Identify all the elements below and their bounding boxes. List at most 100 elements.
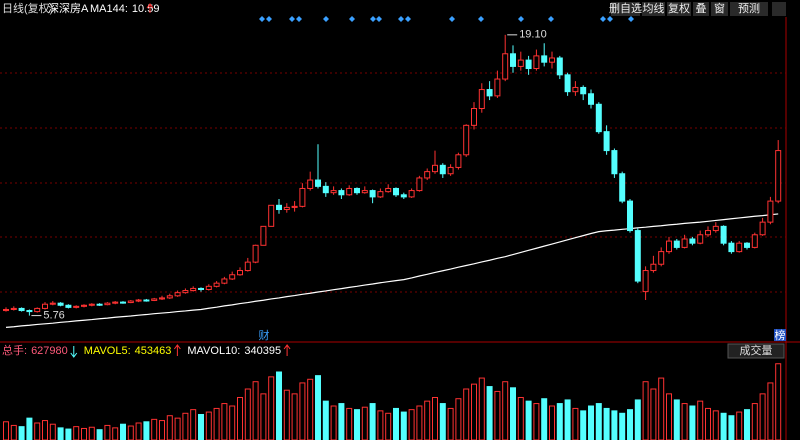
volume-bar bbox=[541, 398, 548, 440]
volume-box bbox=[727, 343, 785, 359]
volume-bar bbox=[73, 426, 80, 440]
volume-bar bbox=[712, 410, 719, 440]
candle-body bbox=[10, 307, 17, 310]
candle-body bbox=[744, 242, 750, 248]
volume-bar bbox=[151, 418, 158, 440]
panel-toggle[interactable] bbox=[772, 2, 786, 16]
candle-body bbox=[572, 86, 579, 93]
toolbar-button[interactable]: 叠 bbox=[696, 2, 707, 15]
candle-body bbox=[424, 171, 431, 179]
candle-body bbox=[88, 303, 95, 306]
candle-body bbox=[198, 287, 204, 290]
volume-bar bbox=[533, 403, 540, 440]
candle-body bbox=[283, 206, 290, 211]
candle-body bbox=[408, 190, 415, 198]
candle-body bbox=[315, 179, 321, 187]
volume-bar bbox=[221, 403, 228, 440]
volume-bar bbox=[439, 403, 446, 440]
volume-bar bbox=[346, 407, 353, 440]
candle-body bbox=[525, 59, 532, 70]
candle-body bbox=[478, 89, 485, 109]
volume-bar bbox=[96, 429, 103, 440]
candle-body bbox=[81, 304, 87, 307]
volume-bar bbox=[619, 412, 626, 440]
candle-body bbox=[42, 303, 48, 309]
candle-body bbox=[619, 173, 626, 202]
candle-body bbox=[455, 154, 462, 168]
volume-bar bbox=[174, 417, 181, 440]
toolbar-button[interactable]: 预测 bbox=[738, 2, 760, 15]
volume-bar bbox=[455, 398, 462, 440]
volume-bar bbox=[57, 427, 64, 440]
diamond bbox=[548, 16, 554, 22]
candle-body bbox=[767, 200, 774, 223]
candle-body bbox=[712, 225, 719, 232]
volume-bar bbox=[112, 427, 119, 440]
volume-bar bbox=[767, 382, 774, 440]
volume-bar bbox=[385, 412, 392, 440]
signal-markers bbox=[259, 16, 634, 22]
candle-body bbox=[135, 299, 142, 302]
candle-body bbox=[510, 53, 516, 67]
volume-indicators: 总手: 627980 MAVOL5: 453463 MAVOL10: 340395 bbox=[2, 343, 281, 357]
candle-body bbox=[26, 310, 33, 313]
candle-body bbox=[634, 230, 641, 282]
volume-bar bbox=[588, 405, 594, 440]
candle-body bbox=[276, 204, 282, 211]
candle-body bbox=[486, 89, 493, 97]
indicator-value: 627980 bbox=[31, 345, 68, 357]
candle-body bbox=[112, 301, 119, 304]
indicator-value: 453463 bbox=[135, 345, 172, 357]
candle-body bbox=[673, 240, 680, 248]
volume-bar bbox=[127, 425, 134, 440]
toolbar-button-bg bbox=[730, 2, 768, 16]
volume-bar bbox=[463, 388, 470, 440]
candle-body bbox=[260, 225, 267, 246]
candle-body bbox=[463, 124, 470, 156]
toolbar-button[interactable]: 删自选 bbox=[609, 2, 642, 15]
diamond bbox=[405, 16, 411, 22]
volume-bar bbox=[447, 407, 454, 440]
volume-bar bbox=[728, 415, 735, 440]
volume-bar bbox=[354, 409, 360, 440]
volume-bar bbox=[10, 424, 17, 440]
toolbar-button[interactable]: 窗 bbox=[714, 1, 725, 15]
indicator-value: 340395 bbox=[244, 345, 281, 357]
candle-body bbox=[416, 177, 423, 192]
event-marker: 财 bbox=[259, 328, 270, 342]
candle-body bbox=[65, 304, 72, 308]
candle-body bbox=[57, 302, 64, 306]
volume-bar bbox=[556, 403, 563, 440]
volume-bar bbox=[666, 393, 672, 440]
toolbar-button-bg bbox=[642, 2, 665, 16]
toolbar-button-bg bbox=[711, 2, 728, 16]
volume-bar bbox=[634, 399, 641, 440]
diamond bbox=[296, 16, 302, 22]
ma-value: 10.59 bbox=[132, 3, 160, 15]
volume-bar bbox=[416, 405, 423, 440]
volume-bar bbox=[291, 393, 298, 440]
candle-body bbox=[697, 234, 704, 244]
candle-body bbox=[720, 225, 727, 244]
toolbar-button[interactable]: 均线 bbox=[643, 1, 665, 15]
event-marker: 榜 bbox=[775, 328, 786, 342]
candle-body bbox=[182, 290, 189, 294]
candle-body bbox=[385, 187, 392, 193]
volume-bar bbox=[744, 409, 750, 440]
candle-body bbox=[307, 179, 314, 189]
toolbar: 删自选 均线 复权叠窗预测 bbox=[609, 1, 786, 16]
volume-bar bbox=[681, 403, 688, 440]
candle-body bbox=[268, 204, 275, 227]
candle-body bbox=[627, 200, 633, 232]
volume-bar bbox=[658, 377, 665, 440]
volume-bar bbox=[369, 403, 376, 440]
volume-bar bbox=[673, 399, 680, 440]
volume-bar bbox=[3, 421, 9, 440]
volume-bar bbox=[478, 377, 485, 440]
toolbar-button[interactable]: 复权 bbox=[668, 1, 690, 15]
annotation-label: 19.10 bbox=[519, 29, 547, 41]
volume-bar bbox=[268, 376, 275, 440]
ma-line bbox=[5, 213, 779, 328]
candle-body bbox=[541, 55, 548, 63]
